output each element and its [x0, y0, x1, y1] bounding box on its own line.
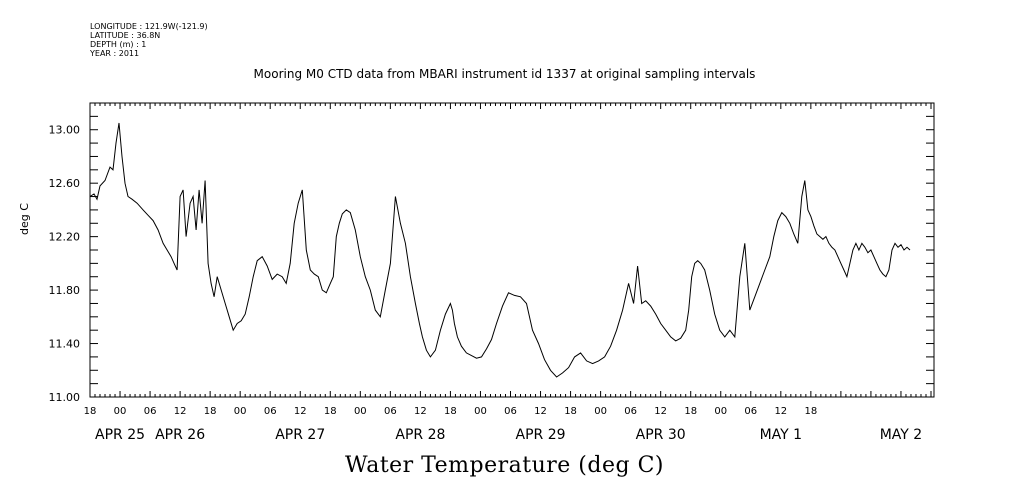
x-tick-label: 18 — [804, 406, 817, 417]
y-tick-label: 11.00 — [49, 391, 81, 404]
x-tick-label: 18 — [564, 406, 577, 417]
x-tick-label: 18 — [204, 406, 217, 417]
x-date-label: APR 30 — [636, 427, 686, 443]
meta-depth: DEPTH (m) : 1 — [90, 40, 147, 49]
x-date-label: APR 25 — [95, 427, 145, 443]
x-date-label: MAY 2 — [880, 427, 922, 443]
x-date-label: APR 26 — [155, 427, 205, 443]
x-axis-label: Water Temperature (deg C) — [345, 453, 664, 478]
temperature-series-line — [89, 122, 911, 378]
y-tick-label: 11.40 — [49, 338, 81, 351]
x-tick-label: 00 — [714, 406, 727, 417]
x-tick-label: 06 — [384, 406, 397, 417]
x-tick-label: 00 — [474, 406, 487, 417]
x-tick-label: 06 — [744, 406, 757, 417]
x-tick-label: 00 — [594, 406, 607, 417]
y-tick-label: 12.20 — [49, 231, 81, 244]
x-tick-label: 00 — [234, 406, 247, 417]
x-date-label: MAY 1 — [760, 427, 802, 443]
x-tick-label: 18 — [444, 406, 457, 417]
x-tick-label: 06 — [624, 406, 637, 417]
x-tick-label: 18 — [84, 406, 97, 417]
x-tick-label: 12 — [414, 406, 427, 417]
x-tick-label: 06 — [264, 406, 277, 417]
y-tick-label: 11.80 — [49, 284, 81, 297]
plot-frame — [89, 102, 935, 398]
x-tick-label: 18 — [684, 406, 697, 417]
x-tick-label: 12 — [774, 406, 787, 417]
x-tick-label: 00 — [114, 406, 127, 417]
x-tick-label: 06 — [504, 406, 517, 417]
x-tick-label: 06 — [144, 406, 157, 417]
x-tick-label: 00 — [354, 406, 367, 417]
x-tick-label: 12 — [294, 406, 307, 417]
x-date-label: APR 27 — [275, 427, 325, 443]
y-tick-label: 12.60 — [49, 177, 81, 190]
meta-latitude: LATITUDE : 36.8N — [90, 31, 161, 40]
x-tick-label: 12 — [174, 406, 187, 417]
x-tick-label: 12 — [654, 406, 667, 417]
x-tick-label: 12 — [534, 406, 547, 417]
meta-year: YEAR : 2011 — [90, 49, 140, 58]
x-tick-label: 18 — [324, 406, 337, 417]
x-date-label: APR 29 — [516, 427, 566, 443]
x-date-label: APR 28 — [395, 427, 445, 443]
chart-title: Mooring M0 CTD data from MBARI instrumen… — [253, 67, 756, 81]
y-tick-label: 13.00 — [49, 124, 81, 137]
meta-longitude: LONGITUDE : 121.9W(-121.9) — [90, 22, 208, 31]
